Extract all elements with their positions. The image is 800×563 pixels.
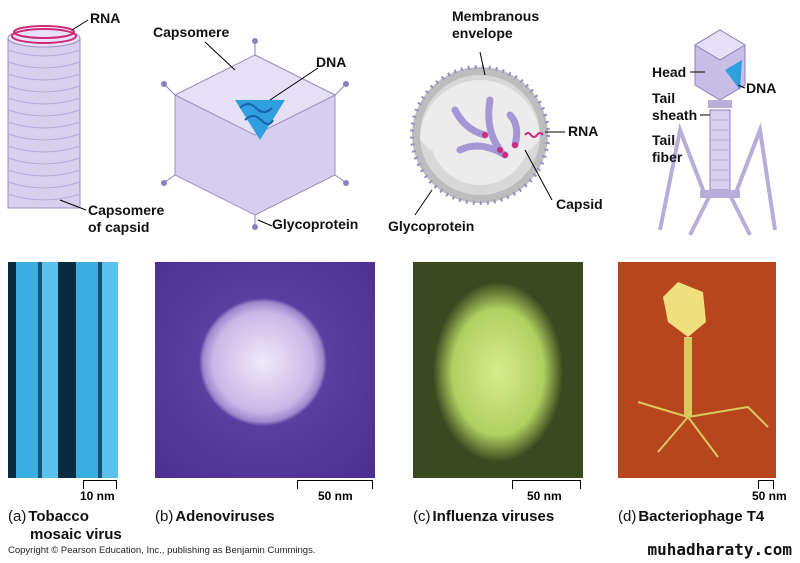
caption-text: Influenza viruses xyxy=(432,508,555,525)
label-line: Tail xyxy=(652,132,676,148)
caption-letter: (c) xyxy=(413,508,431,525)
caption-letter: (a) xyxy=(8,508,27,525)
tmv-micrograph xyxy=(8,262,118,478)
flu-rna-label: RNA xyxy=(568,123,599,139)
tmv-scale-label: 10 nm xyxy=(80,489,115,503)
adeno-scale-bar xyxy=(297,480,373,489)
phage-tail-fiber-label: Tail fiber xyxy=(652,132,682,166)
phage-micrograph-shapes xyxy=(637,282,769,458)
diagram-illustrations xyxy=(7,19,777,236)
tmv-scale-bar xyxy=(83,480,117,489)
label-line: Capsomere xyxy=(88,202,165,218)
flu-scale-bar xyxy=(512,480,581,489)
bacteriophage-micrograph xyxy=(618,262,776,478)
adenovirus-diagram xyxy=(161,38,349,230)
label-line: envelope xyxy=(452,25,513,41)
label-line: fiber xyxy=(652,149,683,165)
copyright-notice: Copyright © Pearson Education, Inc., pub… xyxy=(8,545,316,556)
phage-scale-bar xyxy=(758,480,774,489)
adeno-capsomere-label: Capsomere xyxy=(153,24,230,40)
caption-c: (c) Influenza viruses xyxy=(413,508,554,526)
flu-scale-label: 50 nm xyxy=(527,489,562,503)
adeno-glycoprotein-label: Glycoprotein xyxy=(272,216,359,232)
label-line: Tail xyxy=(652,90,676,106)
caption-b: (b) Adenoviruses xyxy=(155,508,275,526)
phage-dna-label: DNA xyxy=(746,80,777,96)
label-line: Membranous xyxy=(452,8,540,24)
caption-text: Bacteriophage T4 xyxy=(638,508,765,525)
phage-scale-label: 50 nm xyxy=(752,489,787,503)
flu-envelope-label: Membranous envelope xyxy=(452,8,539,42)
phage-diagram xyxy=(658,29,777,236)
caption-d: (d) Bacteriophage T4 xyxy=(618,508,764,526)
influenza-micrograph xyxy=(413,262,583,478)
label-line: of capsid xyxy=(88,219,150,235)
caption-text: Adenoviruses xyxy=(175,508,275,525)
adeno-scale-label: 50 nm xyxy=(318,489,353,503)
adenovirus-micrograph xyxy=(155,262,375,478)
adeno-dna-label: DNA xyxy=(316,54,347,70)
phage-head-label: Head xyxy=(652,64,687,80)
caption-text: Tobacco xyxy=(28,508,89,525)
phage-tail-sheath-label: Tail sheath xyxy=(652,90,697,124)
flu-capsid-label: Capsid xyxy=(556,196,603,212)
tmv-diagram xyxy=(7,19,89,211)
watermark: muhadharaty.com xyxy=(647,540,793,559)
tmv-capsomere-label: Capsomere of capsid xyxy=(88,202,164,236)
tmv-rna-label: RNA xyxy=(90,10,121,26)
flu-glycoprotein-label: Glycoprotein xyxy=(388,218,475,234)
caption-text: mosaic virus xyxy=(30,526,122,543)
influenza-diagram xyxy=(410,51,565,216)
caption-letter: (d) xyxy=(618,508,637,525)
caption-letter: (b) xyxy=(155,508,174,525)
label-line: sheath xyxy=(652,107,698,123)
caption-a: (a) Tobacco mosaic virus xyxy=(8,508,122,544)
